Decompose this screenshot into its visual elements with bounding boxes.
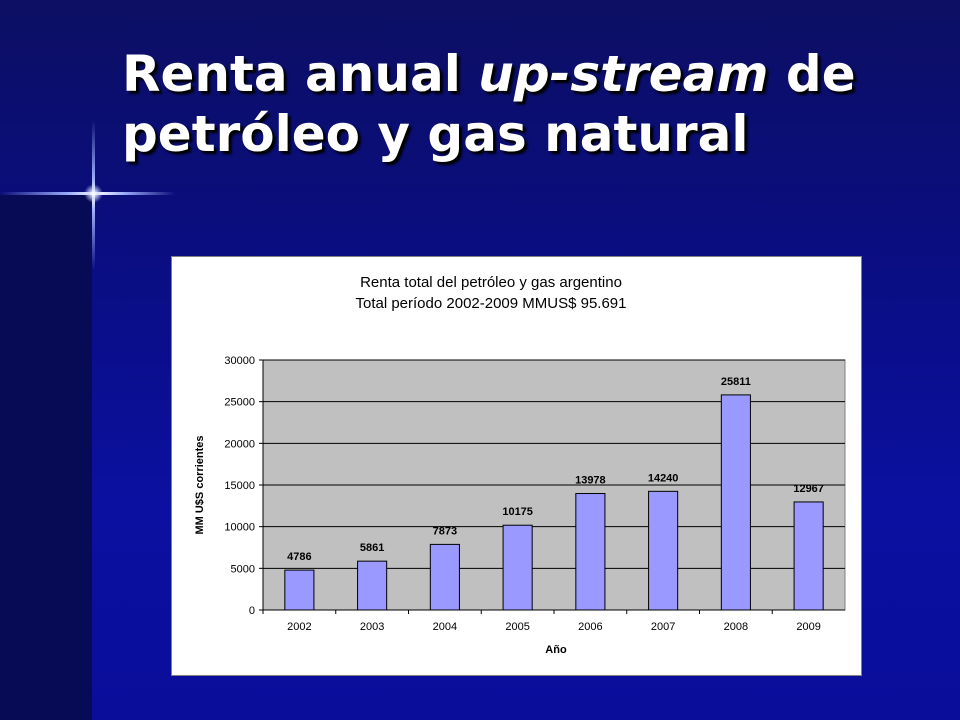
chart-title: Renta total del petróleo y gas argentino xyxy=(360,274,622,291)
y-tick-label: 15000 xyxy=(224,480,255,492)
data-label-2008: 25811 xyxy=(721,376,751,388)
bar-2005 xyxy=(502,524,533,611)
x-tick-label: 2005 xyxy=(505,621,529,633)
bar-2009 xyxy=(793,501,824,611)
chart-subtitle: Total período 2002-2009 MMUS$ 95.691 xyxy=(355,295,626,312)
bar-chart: Renta total del petróleo y gas argentino… xyxy=(194,274,846,656)
y-axis-ticks: 0 5000 10000 15000 20000 25000 30000 xyxy=(224,355,264,617)
bar-2003 xyxy=(357,560,388,611)
slide-title-part2: de petróleo y gas natural xyxy=(122,45,856,163)
x-tick-label: 2007 xyxy=(651,621,675,633)
bar-2006 xyxy=(575,493,606,611)
data-label-2007: 14240 xyxy=(648,472,679,484)
x-tick-label: 2008 xyxy=(724,621,748,633)
sparkle-center xyxy=(84,184,103,203)
bar-2002 xyxy=(284,569,315,611)
bar-2008 xyxy=(720,394,751,611)
x-tick-label: 2003 xyxy=(360,621,384,633)
y-axis-title: MM U$S corrientes xyxy=(194,435,206,534)
x-axis-ticks: 2002 2003 2004 2005 2006 2007 2008 2009 xyxy=(262,609,845,633)
y-tick-label: 20000 xyxy=(224,438,255,450)
data-label-2002: 4786 xyxy=(287,551,311,563)
chart-container: Renta total del petróleo y gas argentino… xyxy=(171,256,862,676)
data-label-2009: 12967 xyxy=(793,483,824,495)
bar-2007 xyxy=(648,490,679,611)
data-label-2003: 5861 xyxy=(360,542,384,554)
y-tick-label: 30000 xyxy=(224,355,255,367)
y-tick-label: 10000 xyxy=(224,522,255,534)
x-tick-label: 2006 xyxy=(578,621,602,633)
y-tick-label: 0 xyxy=(249,605,255,617)
slide-title-part1: Renta anual xyxy=(122,45,479,103)
data-label-2006: 13978 xyxy=(575,475,606,487)
data-label-2005: 10175 xyxy=(502,506,533,518)
bar-2004 xyxy=(429,543,460,611)
slide-left-band xyxy=(0,195,92,720)
x-axis-title: Año xyxy=(545,644,567,656)
x-tick-label: 2002 xyxy=(287,621,311,633)
slide-title: Renta anual up-stream de petróleo y gas … xyxy=(122,44,922,164)
x-tick-label: 2009 xyxy=(796,621,820,633)
data-label-2004: 7873 xyxy=(433,525,457,537)
y-tick-label: 5000 xyxy=(231,563,255,575)
x-tick-label: 2004 xyxy=(433,621,457,633)
slide-title-italic: up-stream xyxy=(478,45,769,103)
y-tick-label: 25000 xyxy=(224,397,255,409)
